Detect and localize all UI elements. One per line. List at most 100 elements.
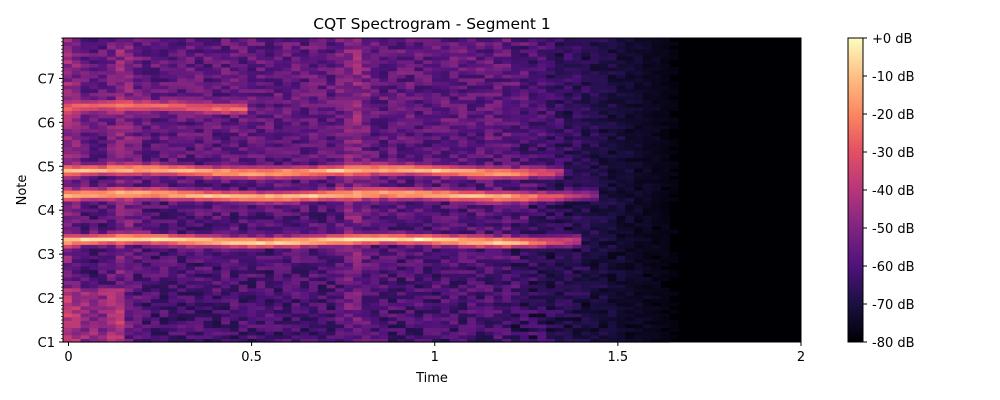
- heatmap-cell: [309, 294, 319, 300]
- heatmap-cell: [309, 197, 319, 202]
- heatmap-cell: [273, 157, 284, 162]
- heatmap-cell: [212, 135, 222, 140]
- heatmap-cell: [361, 153, 372, 159]
- heatmap-cell: [150, 273, 161, 278]
- heatmap-cell: [370, 309, 380, 314]
- heatmap-cell: [133, 153, 143, 159]
- heatmap-cell: [467, 175, 477, 180]
- heatmap-cell: [265, 85, 275, 90]
- heatmap-cell: [379, 327, 389, 332]
- heatmap-cell: [511, 218, 521, 224]
- heatmap-cell: [159, 128, 170, 133]
- heatmap-cell: [300, 74, 310, 79]
- heatmap-cell: [291, 85, 301, 90]
- heatmap-cell: [168, 153, 178, 159]
- heatmap-cell: [71, 262, 82, 267]
- heatmap-cell: [458, 124, 468, 130]
- heatmap-cell: [186, 334, 196, 339]
- heatmap-cell: [282, 222, 293, 227]
- heatmap-cell: [212, 168, 222, 173]
- heatmap-cell: [528, 280, 539, 285]
- heatmap-cell: [203, 334, 213, 339]
- heatmap-cell: [98, 280, 108, 285]
- heatmap-cell: [414, 110, 424, 115]
- heatmap-cell: [572, 190, 582, 195]
- heatmap-cell: [555, 284, 565, 289]
- heatmap-cell: [563, 200, 574, 206]
- heatmap-cell: [379, 85, 389, 90]
- heatmap-cell: [326, 139, 336, 144]
- heatmap-cell: [352, 157, 363, 162]
- heatmap-cell: [247, 182, 257, 187]
- heatmap-cell: [63, 266, 73, 271]
- heatmap-cell: [511, 269, 521, 274]
- heatmap-cell: [247, 251, 257, 256]
- heatmap-cell: [555, 63, 565, 68]
- heatmap-cell: [344, 240, 354, 245]
- heatmap-cell: [98, 226, 108, 231]
- heatmap-cell: [273, 70, 284, 75]
- heatmap-cell: [124, 276, 134, 282]
- heatmap-cell: [449, 302, 459, 307]
- heatmap-cell: [291, 258, 301, 263]
- heatmap-cell: [458, 302, 468, 307]
- heatmap-cell: [177, 164, 187, 169]
- heatmap-cell: [124, 197, 134, 202]
- heatmap-cell: [133, 135, 143, 140]
- heatmap-cell: [89, 74, 99, 79]
- heatmap-cell: [493, 305, 503, 311]
- heatmap-cell: [546, 95, 556, 101]
- heatmap-cell: [177, 168, 187, 173]
- heatmap-cell: [238, 38, 249, 43]
- heatmap-cell: [405, 247, 416, 253]
- heatmap-cell: [317, 168, 328, 173]
- heatmap-cell: [309, 247, 319, 253]
- heatmap-cell: [159, 193, 170, 198]
- heatmap-cell: [423, 38, 433, 43]
- heatmap-cell: [80, 121, 90, 126]
- heatmap-cell: [546, 124, 556, 130]
- heatmap-cell: [405, 146, 416, 151]
- heatmap-cell: [142, 313, 152, 318]
- heatmap-cell: [221, 135, 231, 140]
- heatmap-cell: [379, 215, 389, 220]
- heatmap-cell: [212, 298, 222, 303]
- heatmap-cell: [414, 56, 424, 61]
- heatmap-cell: [186, 197, 196, 202]
- heatmap-cell: [519, 179, 530, 184]
- heatmap-cell: [528, 48, 539, 54]
- heatmap-cell: [475, 262, 486, 267]
- heatmap-cell: [502, 146, 512, 151]
- heatmap-cell: [309, 59, 319, 64]
- heatmap-cell: [71, 117, 82, 122]
- heatmap-cell: [159, 103, 170, 108]
- heatmap-cell: [309, 85, 319, 90]
- heatmap-cell: [168, 255, 178, 260]
- heatmap-cell: [238, 197, 249, 202]
- heatmap-cell: [273, 240, 284, 245]
- heatmap-cell: [98, 168, 108, 173]
- heatmap-cell: [317, 273, 328, 278]
- heatmap-cell: [528, 309, 539, 314]
- heatmap-cell: [317, 287, 328, 292]
- heatmap-cell: [449, 182, 459, 187]
- heatmap-cell: [511, 95, 521, 101]
- heatmap-cell: [150, 114, 161, 119]
- heatmap-cell: [229, 211, 240, 216]
- heatmap-cell: [511, 150, 521, 155]
- heatmap-cell: [194, 208, 205, 213]
- heatmap-cell: [326, 186, 336, 191]
- heatmap-cell: [221, 175, 231, 180]
- heatmap-cell: [177, 74, 187, 79]
- heatmap-cell: [159, 276, 170, 282]
- heatmap-cell: [546, 45, 556, 50]
- heatmap-cell: [194, 77, 205, 83]
- heatmap-cell: [265, 200, 275, 206]
- heatmap-cell: [71, 316, 82, 321]
- heatmap-cell: [273, 269, 284, 274]
- heatmap-cell: [423, 266, 433, 271]
- heatmap-cell: [115, 142, 126, 148]
- heatmap-cell: [388, 164, 398, 169]
- heatmap-cell: [317, 280, 328, 285]
- heatmap-cell: [203, 128, 213, 133]
